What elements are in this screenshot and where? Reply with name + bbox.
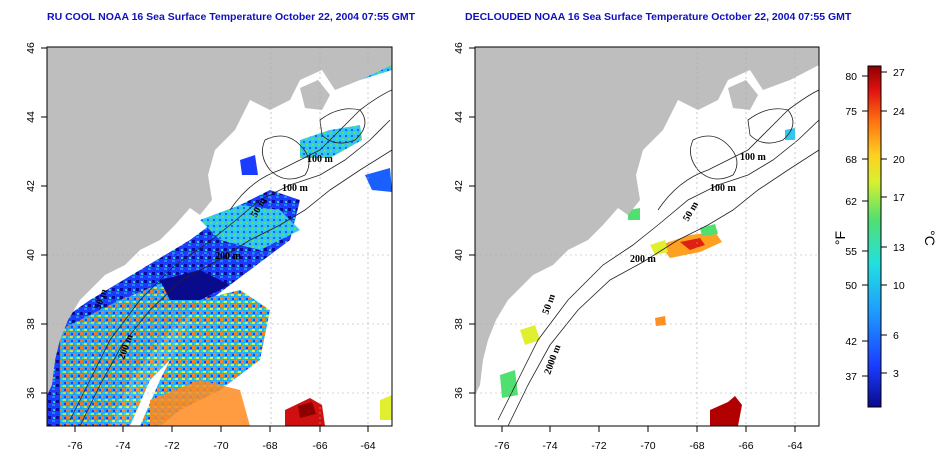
contour-label: 100 m <box>282 183 309 194</box>
x-tick-label: -66 <box>312 440 327 452</box>
celsius-ticks <box>881 71 887 374</box>
x-tick-label: -66 <box>738 440 753 452</box>
y-tick-label: 36 <box>25 387 37 399</box>
y-tick-label: 44 <box>453 111 465 123</box>
y-tick-label: 40 <box>25 249 37 261</box>
celsius-label: 20 <box>893 154 905 166</box>
right-map-frame <box>474 46 820 427</box>
fahrenheit-label: 55 <box>845 246 857 258</box>
fahrenheit-label: 68 <box>845 154 857 166</box>
x-tick-label: -74 <box>115 440 130 452</box>
fahrenheit-ticks <box>862 75 868 377</box>
x-tick-label: -68 <box>262 440 277 452</box>
fahrenheit-label: 75 <box>845 106 857 118</box>
right-grid <box>475 47 819 426</box>
celsius-label: 3 <box>893 368 899 380</box>
celsius-unit-label: °C <box>922 230 938 246</box>
fahrenheit-label: 42 <box>845 336 857 348</box>
x-tick-label: -64 <box>787 440 802 452</box>
x-tick-label: -68 <box>689 440 704 452</box>
y-tick-label: 38 <box>25 318 37 330</box>
x-tick-label: -70 <box>213 440 228 452</box>
fahrenheit-label: 50 <box>845 280 857 292</box>
left-map: 100 m 100 m 50 m 200 m 50 m 200 m -76 -7… <box>25 42 393 452</box>
colorbar-gradient <box>867 65 882 408</box>
right-land <box>475 47 819 395</box>
celsius-label: 13 <box>893 242 905 254</box>
celsius-tick-labels: 27 24 20 17 13 10 6 3 <box>893 67 905 380</box>
contour-label: 100 m <box>740 152 767 163</box>
left-x-tick-labels: -76 -74 -72 -70 -68 -66 -64 <box>67 440 375 452</box>
left-map-frame <box>46 46 393 427</box>
y-tick-label: 38 <box>453 318 465 330</box>
x-tick-label: -76 <box>494 440 509 452</box>
colorbar: 80 75 68 62 55 50 42 37 27 24 20 17 13 1… <box>832 65 938 408</box>
left-map-title: RU COOL NOAA 16 Sea Surface Temperature … <box>47 11 416 23</box>
contour-label: 100 m <box>307 154 334 165</box>
left-y-tick-labels: 36 38 40 42 44 46 <box>25 42 37 399</box>
celsius-label: 27 <box>893 67 905 79</box>
fahrenheit-tick-labels: 80 75 68 62 55 50 42 37 <box>845 71 857 383</box>
y-tick-label: 42 <box>25 180 37 192</box>
fahrenheit-label: 37 <box>845 371 857 383</box>
left-y-axis <box>41 47 47 394</box>
left-bathymetry-contours <box>69 89 392 426</box>
contour-label: 200 m <box>215 251 242 262</box>
right-bathymetry-contours <box>497 89 819 426</box>
x-tick-label: -72 <box>591 440 606 452</box>
y-tick-label: 36 <box>453 387 465 399</box>
y-tick-label: 46 <box>25 42 37 54</box>
x-tick-label: -76 <box>67 440 82 452</box>
x-tick-label: -72 <box>164 440 179 452</box>
x-tick-label: -74 <box>542 440 557 452</box>
left-grid <box>47 47 392 426</box>
contour-label: 100 m <box>710 183 737 194</box>
contour-label: 200 m <box>630 254 657 265</box>
right-map: 100 m 100 m 50 m 200 m 50 m 2000 m -76 -… <box>453 42 820 452</box>
right-x-axis <box>501 426 796 432</box>
y-tick-label: 46 <box>453 42 465 54</box>
right-y-axis <box>469 47 475 394</box>
fahrenheit-label: 80 <box>845 71 857 83</box>
y-tick-label: 40 <box>453 249 465 261</box>
celsius-label: 6 <box>893 330 899 342</box>
right-map-title: DECLOUDED NOAA 16 Sea Surface Temperatur… <box>465 11 852 23</box>
y-tick-label: 42 <box>453 180 465 192</box>
x-tick-label: -70 <box>640 440 655 452</box>
celsius-label: 10 <box>893 280 905 292</box>
fahrenheit-unit-label: °F <box>832 231 848 245</box>
celsius-label: 24 <box>893 106 905 118</box>
right-y-tick-labels: 36 38 40 42 44 46 <box>453 42 465 399</box>
x-tick-label: -64 <box>360 440 375 452</box>
left-x-axis <box>74 426 369 432</box>
right-x-tick-labels: -76 -74 -72 -70 -68 -66 -64 <box>494 440 802 452</box>
left-land <box>47 47 392 395</box>
celsius-label: 17 <box>893 192 905 204</box>
y-tick-label: 44 <box>25 111 37 123</box>
fahrenheit-label: 62 <box>845 196 857 208</box>
